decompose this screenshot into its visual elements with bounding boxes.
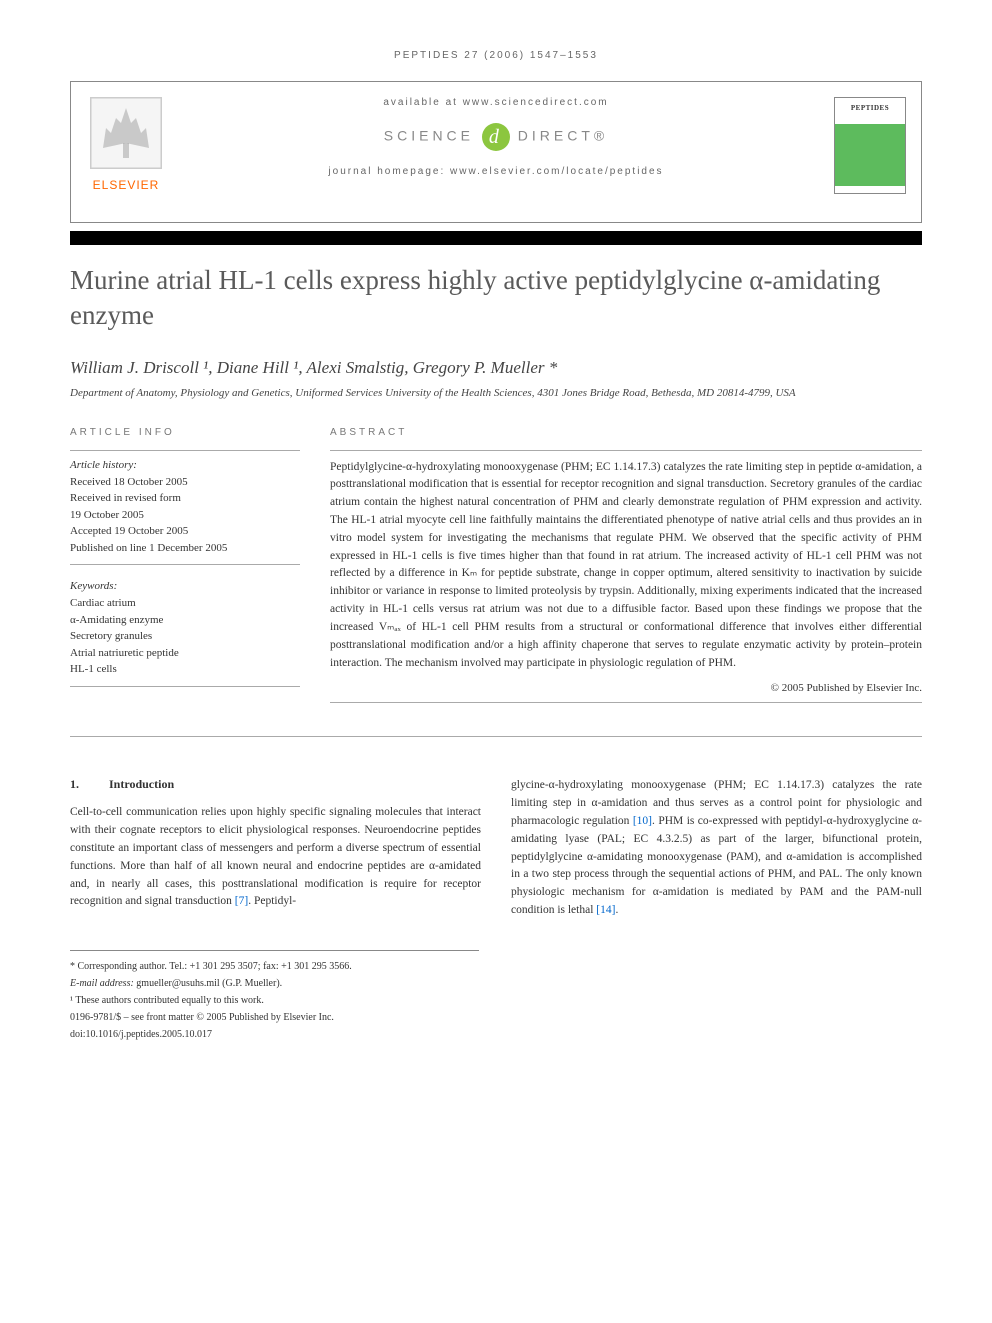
body-column-right: glycine-α-hydroxylating monooxygenase (P…: [511, 777, 922, 920]
corresponding-author: * Corresponding author. Tel.: +1 301 295…: [70, 959, 479, 974]
history-label: Article history:: [70, 459, 300, 471]
journal-homepage: journal homepage: www.elsevier.com/locat…: [71, 166, 921, 177]
journal-thumb-title: PEPTIDES: [835, 98, 905, 112]
elsevier-logo: ELSEVIER: [86, 97, 166, 197]
abstract-label: ABSTRACT: [330, 427, 922, 438]
journal-cover-thumb: PEPTIDES: [834, 97, 906, 194]
keyword: Atrial natriuretic peptide: [70, 645, 300, 662]
citation-link[interactable]: [7]: [235, 895, 248, 907]
history-item: Received 18 October 2005: [70, 474, 300, 491]
footnotes: * Corresponding author. Tel.: +1 301 295…: [70, 950, 479, 1042]
title-divider-bar: [70, 231, 922, 245]
available-at: available at www.sciencedirect.com: [71, 97, 921, 108]
header-banner: ELSEVIER available at www.sciencedirect.…: [70, 81, 922, 223]
history-item: 19 October 2005: [70, 507, 300, 524]
section-title: Introduction: [109, 777, 174, 791]
intro-paragraph-left: Cell-to-cell communication relies upon h…: [70, 804, 481, 911]
elsevier-label: ELSEVIER: [86, 178, 166, 192]
history-item: Published on line 1 December 2005: [70, 540, 300, 557]
keyword: Cardiac atrium: [70, 595, 300, 612]
affiliation: Department of Anatomy, Physiology and Ge…: [70, 386, 922, 401]
sd-icon: d: [482, 123, 510, 151]
body-column-left: 1. Introduction Cell-to-cell communicatio…: [70, 777, 481, 920]
abstract-column: ABSTRACT Peptidylglycine-α-hydroxylating…: [330, 427, 922, 712]
section-number: 1.: [70, 777, 79, 791]
history-item: Received in revised form: [70, 490, 300, 507]
citation-link[interactable]: [14]: [596, 904, 615, 916]
keywords-label: Keywords:: [70, 580, 300, 592]
authors-list: William J. Driscoll ¹, Diane Hill ¹, Ale…: [70, 358, 922, 378]
email-line: E-mail address: gmueller@usuhs.mil (G.P.…: [70, 976, 479, 991]
history-item: Accepted 19 October 2005: [70, 523, 300, 540]
abstract-text: Peptidylglycine-α-hydroxylating monooxyg…: [330, 459, 922, 673]
keyword: HL-1 cells: [70, 661, 300, 678]
citation-link[interactable]: [10]: [633, 815, 652, 827]
article-info-label: ARTICLE INFO: [70, 427, 300, 438]
journal-reference: PEPTIDES 27 (2006) 1547–1553: [70, 50, 922, 61]
article-title: Murine atrial HL-1 cells express highly …: [70, 263, 922, 333]
contribution-note: ¹ These authors contributed equally to t…: [70, 993, 479, 1008]
elsevier-tree-icon: [90, 97, 162, 169]
copyright: © 2005 Published by Elsevier Inc.: [330, 682, 922, 694]
keyword: α-Amidating enzyme: [70, 612, 300, 629]
keyword: Secretory granules: [70, 628, 300, 645]
issn-line: 0196-9781/$ – see front matter © 2005 Pu…: [70, 1010, 479, 1025]
article-info-column: ARTICLE INFO Article history: Received 1…: [70, 427, 300, 712]
science-direct-logo: SCIENCE d DIRECT®: [71, 123, 921, 151]
section-heading: 1. Introduction: [70, 777, 481, 792]
doi-line: doi:10.1016/j.peptides.2005.10.017: [70, 1027, 479, 1042]
intro-paragraph-right: glycine-α-hydroxylating monooxygenase (P…: [511, 777, 922, 920]
